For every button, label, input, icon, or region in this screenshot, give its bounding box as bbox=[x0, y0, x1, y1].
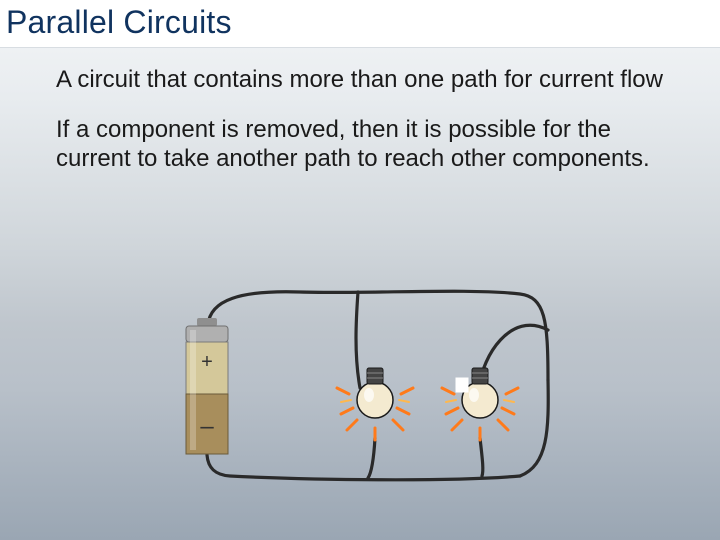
battery-plus-label: + bbox=[201, 351, 213, 373]
circuit-svg: + – bbox=[150, 270, 570, 520]
slide-title: Parallel Circuits bbox=[6, 4, 712, 41]
battery-icon: + – bbox=[186, 318, 228, 454]
slide: Parallel Circuits A circuit that contain… bbox=[0, 0, 720, 540]
explanation-text: If a component is removed, then it is po… bbox=[56, 116, 670, 173]
bulb-icon bbox=[337, 368, 413, 440]
slide-body: A circuit that contains more than one pa… bbox=[0, 48, 720, 173]
battery-minus-label: – bbox=[200, 413, 214, 440]
definition-text: A circuit that contains more than one pa… bbox=[56, 66, 670, 94]
bulb-icon bbox=[442, 368, 518, 440]
title-bar: Parallel Circuits bbox=[0, 0, 720, 48]
circuit-diagram: + – bbox=[150, 270, 570, 520]
